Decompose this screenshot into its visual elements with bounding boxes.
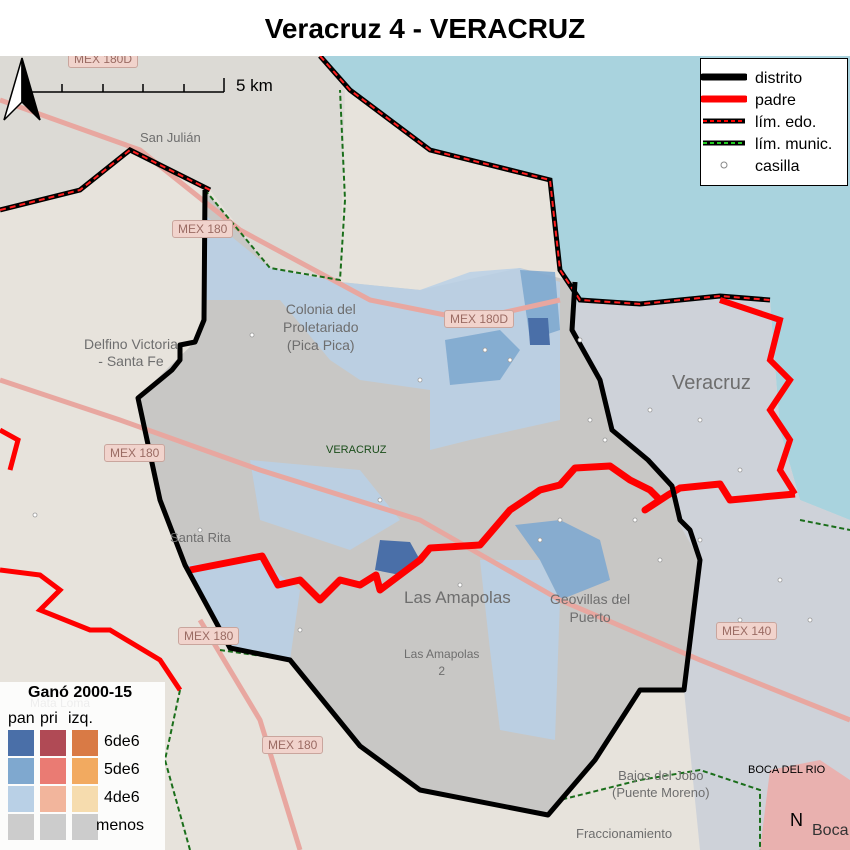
legend-distrito-line-icon [701,73,747,81]
swatch-izq-4de6 [72,786,98,812]
road-shield-3: MEX 180D [444,310,515,328]
win-row-5de6: 5de6 [104,761,140,778]
pan-4de6-region-west [185,560,300,660]
win-col-pan: pan [8,710,35,727]
win-row-4de6: 4de6 [104,789,140,806]
win-legend-panel: Ganó 2000-15 pan pri izq. 6de6 5de6 4de6… [0,682,165,850]
legend-item-lim-edo: lím. edo. [701,113,849,135]
win-legend-title: Ganó 2000-15 [28,684,133,701]
casilla-points [32,332,813,633]
scale-bar [21,78,225,93]
road-shield-2: MEX 180 [172,220,234,238]
map-title: Veracruz 4 - VERACRUZ [264,13,586,44]
place-geovillas: Geovillas del Puerto [550,591,631,625]
highway-road-south [197,618,303,850]
legend-item-lim-munic: lím. munic. [701,135,849,157]
win-col-izq: izq. [68,710,93,727]
swatch-izq-5de6 [72,758,98,784]
swatch-pri-6de6 [40,730,66,756]
north-arrow-icon [3,57,41,121]
pan-5de6-region [445,330,520,385]
land-north [0,56,345,280]
road-shield-1: MEX 180D [68,56,139,68]
legend-label-padre: padre [755,92,796,109]
legend-lim-edo-line-icon [703,118,745,124]
legend-item-distrito: distrito [701,69,849,91]
map-legend: distrito padre lím. edo. lím. munic. cas… [700,58,848,186]
map-canvas[interactable]: 5 km San Julián Colonia del Proletariado… [0,56,850,850]
district-boundary [135,189,703,818]
legend-padre-line-icon [701,95,747,103]
legend-casilla-circle-icon [720,161,728,169]
highway-road [0,377,850,723]
place-san-julian: San Julián [140,130,201,145]
pan-6de6-region-north [528,318,550,345]
legend-label-lim-edo: lím. edo. [755,114,817,131]
road-shield-4: MEX 180 [104,444,166,462]
road-shield-6: MEX 180 [262,736,324,754]
padre-boundary-coast [719,297,798,496]
padre-boundary-main [189,462,796,604]
padre-boundary-west [0,427,21,471]
legend-label-lim-munic: lím. munic. [755,136,833,153]
place-las-amapolas: Las Amapolas [404,588,511,607]
legend-item-casilla: casilla [701,157,849,179]
swatch-izq-menos [72,814,98,840]
map-layers [0,56,850,850]
place-fraccionamiento: Fraccionamiento [576,826,673,841]
swatch-pan-5de6 [8,758,34,784]
place-veracruz-city: Veracruz [672,372,751,394]
legend-item-padre: padre [701,91,849,113]
swatch-pan-6de6 [8,730,34,756]
road-shield-7: MEX 140 [716,622,778,640]
pan-4de6-region [205,215,560,450]
swatch-pri-5de6 [40,758,66,784]
swatch-pri-4de6 [40,786,66,812]
legend-label-casilla: casilla [755,158,800,175]
win-row-6de6: 6de6 [104,733,140,750]
boca-del-rio-label: BOCA DEL RIO [748,764,826,776]
legend-lim-munic-line-icon [703,140,745,146]
legend-label-distrito: distrito [755,70,803,87]
place-boca: Boca [812,822,849,839]
place-bajos-jobo: Bajos del Jobo (Puente Moreno) [612,768,710,800]
state-boundary-coast [318,56,771,307]
padre-boundary-sw [0,567,183,692]
place-delfino: Delfino Victoria - Santa Fe [84,336,178,369]
win-col-pri: pri [40,710,58,727]
municipal-boundary-east [799,519,850,531]
north-arrow-label: N [790,810,803,830]
city-area [570,298,850,850]
road-shield-5: MEX 180 [178,627,240,645]
state-boundary-west-dash [0,148,211,211]
district-name-label: VERACRUZ [326,444,387,456]
place-santa-rita: Santa Rita [170,530,231,545]
place-colonia: Colonia del Proletariado (Pica Pica) [283,301,359,353]
pan-4de6-region-south [480,560,560,740]
place-las-amapolas-2: Las Amapolas 2 [404,647,480,678]
swatch-izq-6de6 [72,730,98,756]
pan-4de6-region-mid [250,460,400,550]
swatch-pan-4de6 [8,786,34,812]
municipal-boundary-west [163,689,191,850]
boca-del-rio-area [760,760,850,850]
municipal-boundary-north [204,89,347,282]
swatch-pan-menos [8,814,34,840]
swatch-pri-menos [40,814,66,840]
scale-bar-label: 5 km [236,76,273,95]
win-row-menos: menos [96,817,145,834]
